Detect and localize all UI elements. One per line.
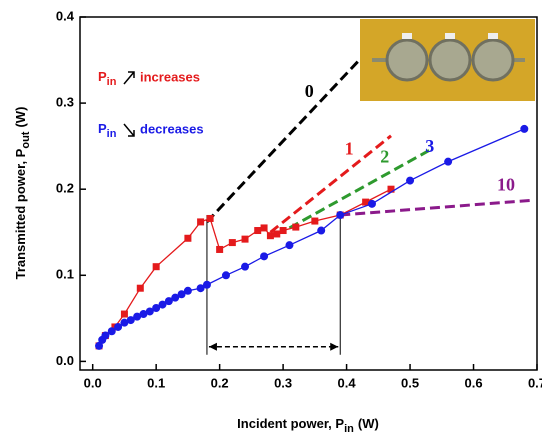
marker xyxy=(120,310,128,318)
marker xyxy=(145,307,154,316)
marker xyxy=(216,245,224,253)
marker xyxy=(292,223,300,231)
series-line xyxy=(98,128,525,347)
legend-label: decreases xyxy=(140,121,204,136)
legend-symbol: Pin xyxy=(98,69,117,87)
marker xyxy=(101,331,110,340)
marker xyxy=(177,290,186,299)
marker xyxy=(387,185,395,193)
y-tick-label: 0.0 xyxy=(56,353,74,368)
marker xyxy=(311,217,319,225)
marker xyxy=(95,341,104,350)
fit-line xyxy=(205,59,361,223)
x-tick-label: 0.7 xyxy=(528,375,542,390)
legend-decreases: Pin decreases xyxy=(98,121,204,139)
marker xyxy=(158,300,167,309)
x-tick-label: 0.3 xyxy=(274,375,292,390)
x-tick-label: 0.5 xyxy=(401,375,419,390)
fit-label: 10 xyxy=(497,175,515,195)
fit-line xyxy=(288,149,430,230)
y-axis-label: Transmitted power, Pout(W) xyxy=(13,107,31,280)
marker xyxy=(136,284,144,292)
fit-line xyxy=(340,198,531,217)
marker xyxy=(221,271,230,280)
x-tick-label: 0.0 xyxy=(84,375,102,390)
series-line xyxy=(98,188,392,347)
marker xyxy=(171,293,180,302)
marker xyxy=(184,234,192,242)
marker xyxy=(279,227,287,235)
marker xyxy=(133,312,142,321)
marker xyxy=(228,239,236,247)
marker xyxy=(266,232,274,240)
fit-label: 3 xyxy=(425,136,434,156)
marker xyxy=(317,226,326,235)
fit-label: 1 xyxy=(345,139,354,159)
x-tick-label: 0.6 xyxy=(464,375,482,390)
marker xyxy=(520,124,529,133)
marker xyxy=(444,157,453,166)
marker xyxy=(202,280,211,289)
marker xyxy=(336,211,345,220)
marker xyxy=(120,318,129,327)
marker xyxy=(152,263,160,271)
fit-label: 2 xyxy=(380,146,389,166)
y-tick-label: 0.2 xyxy=(56,181,74,196)
plot-frame xyxy=(79,16,538,371)
marker xyxy=(183,286,192,295)
y-tick-label: 0.3 xyxy=(56,95,74,110)
fit-line xyxy=(269,134,392,234)
legend-symbol: Pin xyxy=(98,121,117,139)
marker xyxy=(107,327,116,336)
marker xyxy=(197,218,205,226)
marker xyxy=(206,214,214,222)
marker xyxy=(164,297,173,306)
marker xyxy=(260,252,269,261)
x-tick-label: 0.4 xyxy=(338,375,357,390)
marker xyxy=(126,316,135,325)
marker xyxy=(260,224,268,232)
marker xyxy=(241,235,249,243)
marker xyxy=(152,304,161,313)
marker xyxy=(285,241,294,250)
marker xyxy=(114,322,123,331)
marker xyxy=(196,284,205,293)
legend-increases: Pin increases xyxy=(98,69,200,87)
x-tick-label: 0.2 xyxy=(211,375,229,390)
marker xyxy=(406,176,415,185)
marker xyxy=(139,310,148,319)
x-axis-label: Incident power, Pin (W) xyxy=(237,416,379,434)
x-tick-label: 0.1 xyxy=(147,375,165,390)
marker xyxy=(367,199,376,208)
y-tick-label: 0.4 xyxy=(56,8,75,23)
fit-label: 0 xyxy=(305,81,314,101)
marker xyxy=(241,262,250,271)
y-tick-label: 0.1 xyxy=(56,267,74,282)
marker xyxy=(362,198,370,206)
legend-label: increases xyxy=(140,69,200,84)
marker xyxy=(254,227,262,235)
inset-photo xyxy=(360,19,535,101)
marker xyxy=(273,230,281,238)
